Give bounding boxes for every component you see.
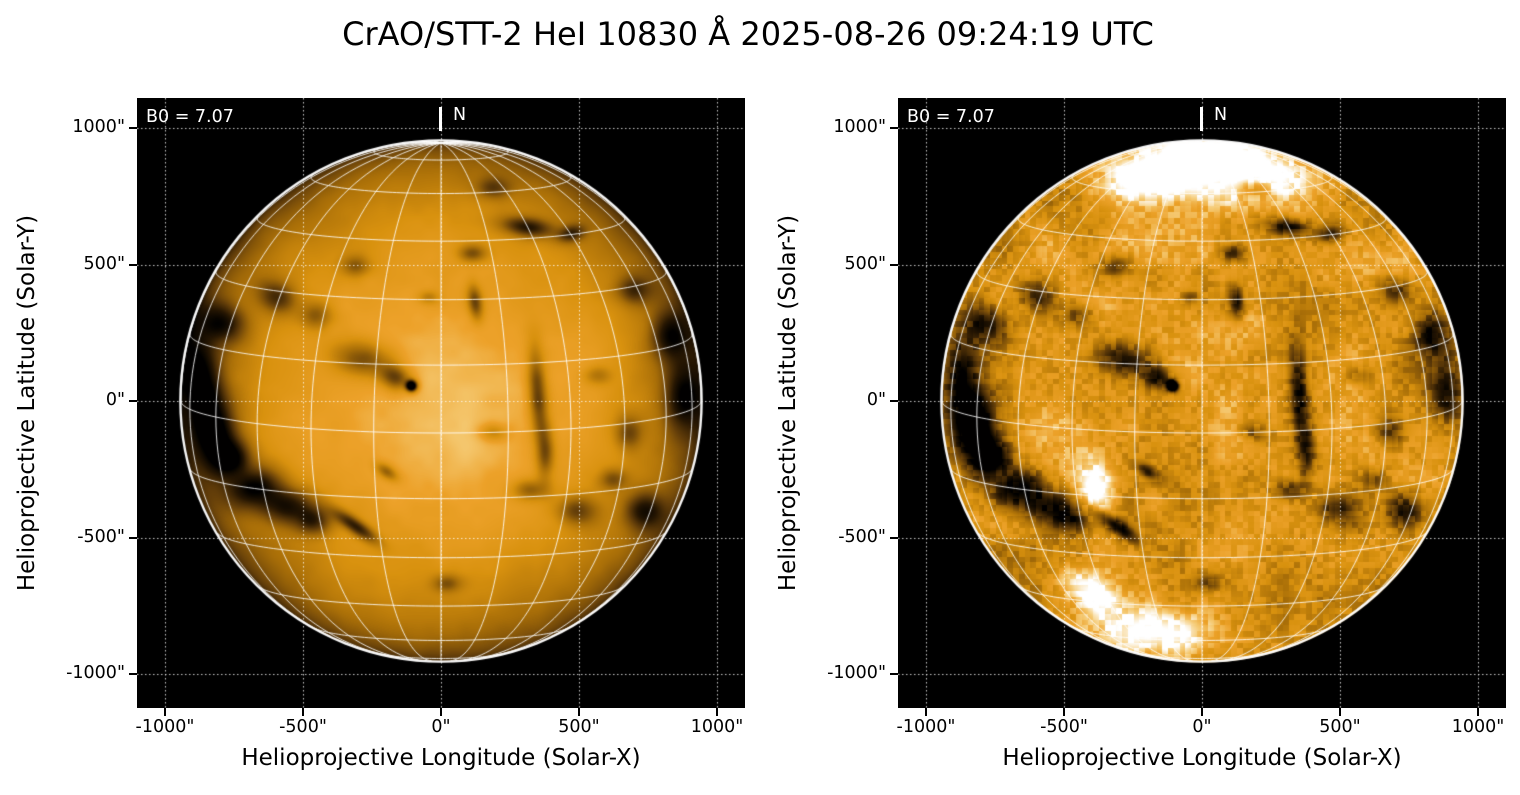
y-tick-mark-right [890, 127, 898, 129]
y-tick-mark-left [129, 400, 137, 402]
solar-disk-image-right [898, 98, 1506, 708]
y-tick-label-left: -1000" [66, 663, 125, 683]
y-tick-label-right: -1000" [827, 663, 886, 683]
x-tick-mark-left [578, 708, 580, 716]
x-tick-mark-left [164, 708, 166, 716]
x-tick-mark-right [925, 708, 927, 716]
y-tick-mark-right [890, 537, 898, 539]
y-tick-label-right: 1000" [833, 117, 886, 137]
x-tick-label-right: 0" [1192, 717, 1212, 737]
y-axis-title-text-right: Helioprojective Latitude (Solar-Y) [775, 214, 802, 592]
x-tick-mark-left [716, 708, 718, 716]
solar-disk-panel-right: B0 = 7.07 N [898, 98, 1506, 708]
x-tick-label-left: -1000" [135, 717, 195, 737]
x-tick-mark-right [1477, 708, 1479, 716]
x-tick-label-right: -1000" [896, 717, 956, 737]
solar-disk-image-left [137, 98, 745, 708]
north-marker-label-left: N [453, 105, 467, 125]
x-tick-label-left: -500" [279, 717, 327, 737]
x-tick-label-right: -500" [1040, 717, 1088, 737]
solar-disk-panel-left: B0 = 7.07 N [137, 98, 745, 708]
y-tick-label-left: 500" [83, 254, 125, 274]
x-axis-title-left: Helioprojective Longitude (Solar-X) [241, 745, 641, 771]
y-tick-label-right: 500" [844, 254, 886, 274]
y-axis-title-text-left: Helioprojective Latitude (Solar-Y) [14, 214, 41, 592]
y-tick-label-right: 0" [866, 390, 886, 410]
y-tick-mark-right [890, 400, 898, 402]
x-tick-label-left: 1000" [690, 717, 744, 737]
y-tick-mark-right [890, 264, 898, 266]
y-tick-label-right: -500" [838, 527, 886, 547]
north-marker-label-right: N [1214, 105, 1228, 125]
x-tick-label-left: 500" [558, 717, 600, 737]
y-tick-mark-right [890, 673, 898, 675]
x-tick-mark-right [1063, 708, 1065, 716]
y-tick-mark-left [129, 127, 137, 129]
b0-annotation-left: B0 = 7.07 [146, 107, 234, 127]
figure-title: CrAO/STT-2 HeI 10830 Å 2025-08-26 09:24:… [342, 15, 1154, 53]
north-marker-tick-right [1200, 107, 1203, 131]
x-tick-label-right: 500" [1319, 717, 1361, 737]
y-tick-label-left: -500" [77, 527, 125, 547]
x-axis-title-right: Helioprojective Longitude (Solar-X) [1002, 745, 1402, 771]
y-tick-label-left: 0" [105, 390, 125, 410]
x-tick-mark-left [440, 708, 442, 716]
y-tick-label-left: 1000" [72, 117, 125, 137]
x-tick-mark-right [1201, 708, 1203, 716]
y-tick-mark-left [129, 264, 137, 266]
y-tick-mark-left [129, 537, 137, 539]
x-tick-mark-left [302, 708, 304, 716]
x-tick-label-right: 1000" [1451, 717, 1505, 737]
north-marker-tick-left [439, 107, 442, 131]
b0-annotation-right: B0 = 7.07 [907, 107, 995, 127]
x-tick-label-left: 0" [431, 717, 451, 737]
x-tick-mark-right [1339, 708, 1341, 716]
y-tick-mark-left [129, 673, 137, 675]
